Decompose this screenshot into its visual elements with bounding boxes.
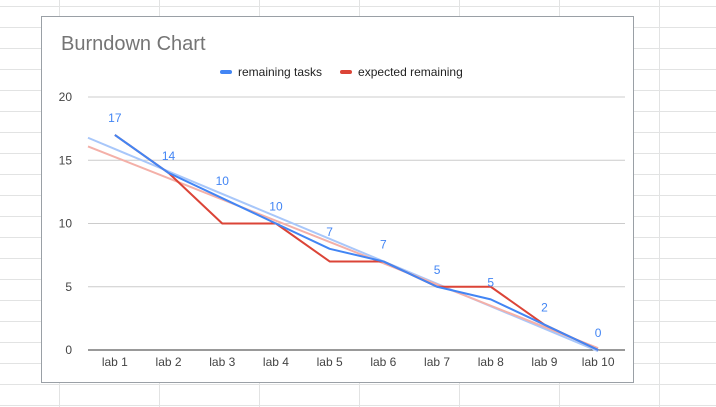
y-tick-label: 10 xyxy=(59,217,73,231)
legend-label-remaining-tasks: remaining tasks xyxy=(238,65,323,79)
data-label: 10 xyxy=(269,200,283,214)
legend-swatch-remaining-tasks xyxy=(220,70,232,74)
trendline-expected-remaining xyxy=(87,145,599,350)
chart-legend: remaining tasks expected remaining xyxy=(220,65,463,79)
data-label: 14 xyxy=(162,149,176,163)
x-tick-label: lab 6 xyxy=(370,355,396,369)
burndown-chart[interactable]: Burndown Chart remaining tasks expected … xyxy=(41,16,634,383)
x-tick-label: lab 7 xyxy=(424,355,450,369)
legend-label-expected-remaining: expected remaining xyxy=(358,65,463,79)
data-label: 7 xyxy=(326,225,333,239)
chart-title: Burndown Chart xyxy=(61,33,206,55)
legend-item-remaining-tasks[interactable]: remaining tasks xyxy=(220,65,322,79)
x-tick-label: lab 2 xyxy=(156,355,182,369)
data-label: 17 xyxy=(108,111,122,125)
x-tick-label: lab 9 xyxy=(531,355,557,369)
data-label: 0 xyxy=(595,326,602,340)
x-tick-label: lab 3 xyxy=(209,355,235,369)
y-tick-label: 15 xyxy=(59,153,73,167)
data-label: 7 xyxy=(380,237,387,251)
y-tick-label: 20 xyxy=(59,90,73,104)
y-tick-label: 0 xyxy=(65,343,72,357)
x-tick-label: lab 4 xyxy=(263,355,289,369)
data-label: 2 xyxy=(541,301,548,315)
x-tick-label: lab 8 xyxy=(478,355,504,369)
series-line-expected-remaining xyxy=(114,134,599,351)
data-label: 5 xyxy=(434,263,441,277)
x-tick-label: lab 10 xyxy=(582,355,615,369)
y-tick-label: 5 xyxy=(65,280,72,294)
legend-swatch-expected-remaining xyxy=(340,70,353,74)
series-line-remaining-tasks xyxy=(114,134,599,351)
data-label: 5 xyxy=(487,275,494,289)
legend-item-expected-remaining[interactable]: expected remaining xyxy=(340,65,463,79)
x-tick-label: lab 1 xyxy=(102,355,128,369)
x-tick-label: lab 5 xyxy=(317,355,343,369)
data-label: 10 xyxy=(216,174,230,188)
